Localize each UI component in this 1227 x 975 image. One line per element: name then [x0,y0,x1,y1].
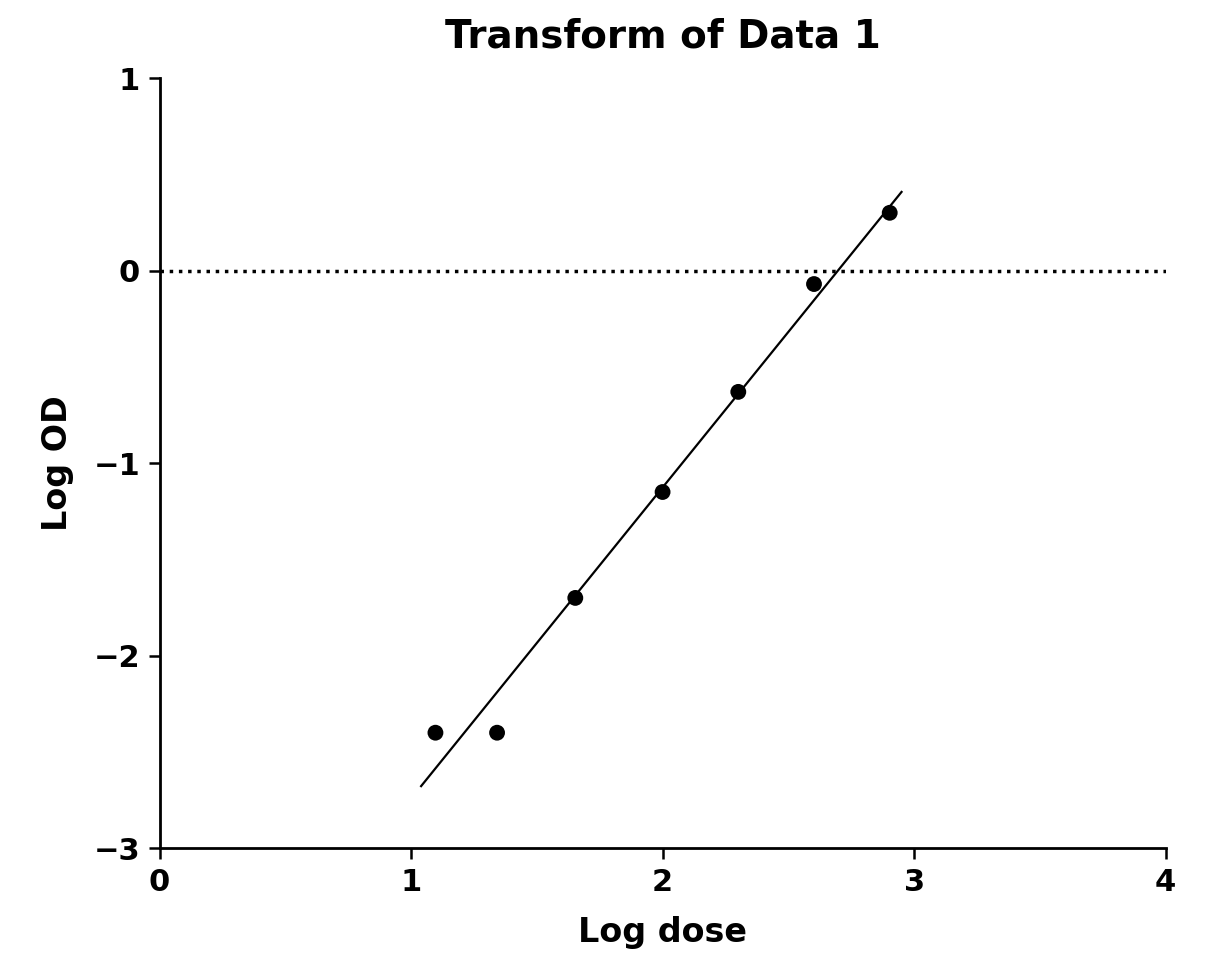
Point [487,725,507,741]
Title: Transform of Data 1: Transform of Data 1 [444,18,881,56]
X-axis label: Log dose: Log dose [578,916,747,949]
Point [426,725,445,741]
Point [566,590,585,605]
Y-axis label: Log OD: Log OD [40,395,74,531]
Point [729,384,748,400]
Point [804,276,823,292]
Point [653,485,672,500]
Point [880,205,899,220]
